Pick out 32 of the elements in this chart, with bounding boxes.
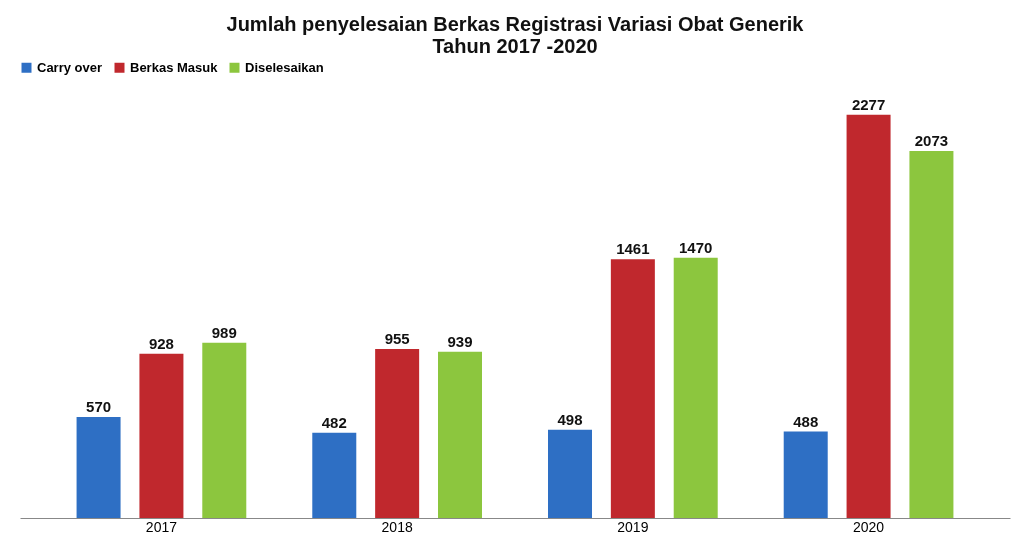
legend-label: Berkas Masuk xyxy=(130,59,219,75)
data-label: 482 xyxy=(321,413,347,431)
x-tick-label: 2017 xyxy=(145,518,178,535)
bar xyxy=(909,150,954,518)
bar xyxy=(548,429,592,518)
data-label: 1470 xyxy=(679,238,713,256)
bar xyxy=(673,257,718,518)
data-label: 488 xyxy=(793,412,819,430)
bar xyxy=(610,259,655,518)
bar xyxy=(375,348,420,518)
data-label: 939 xyxy=(447,332,473,350)
data-label: 928 xyxy=(148,334,174,352)
legend-label: Carry over xyxy=(37,59,103,75)
bar xyxy=(438,351,482,518)
bar xyxy=(76,417,121,518)
x-tick-label: 2019 xyxy=(617,518,649,535)
data-label: 989 xyxy=(211,323,237,341)
data-label: 2073 xyxy=(914,131,949,149)
data-label: 498 xyxy=(557,410,583,428)
bar xyxy=(783,431,828,518)
chart-title: Jumlah penyelesaian Berkas Registrasi Variasi Obat Generik Tahun 2017 -2020 xyxy=(226,13,805,57)
data-label: 2277 xyxy=(851,95,886,113)
bar xyxy=(202,342,247,518)
bar xyxy=(139,353,184,518)
x-tick-label: 2018 xyxy=(381,518,413,535)
legend-label: Diselesaikan xyxy=(245,59,324,75)
bar xyxy=(312,432,357,518)
x-tick-label: 2020 xyxy=(852,518,885,535)
data-label: 955 xyxy=(384,329,410,347)
bar xyxy=(846,114,891,518)
data-label: 1461 xyxy=(616,240,650,258)
data-label: 570 xyxy=(86,398,112,416)
